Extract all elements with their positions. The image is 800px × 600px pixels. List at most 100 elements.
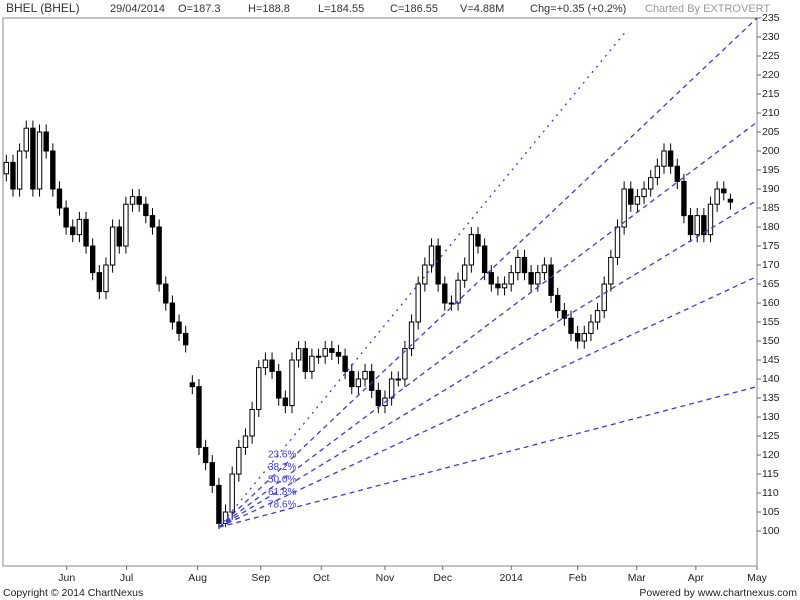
candle-body [368, 370, 375, 391]
candle-body [169, 302, 176, 323]
candle-body [442, 283, 448, 304]
candle-body [335, 351, 342, 357]
change: Chg=+0.35 (+0.2%) [530, 3, 626, 15]
candle-body [36, 131, 43, 190]
candle-body [349, 370, 355, 388]
candle-body [415, 283, 421, 323]
fan-label: 61.8% [268, 487, 296, 498]
volume: V=4.88M [460, 3, 504, 15]
y-tick-label: 170 [762, 259, 780, 271]
candle-body [109, 226, 116, 266]
candle-body [375, 389, 382, 407]
x-tick-label: Jun [58, 572, 75, 584]
x-tick-label: Nov [376, 572, 395, 584]
candle-body [654, 165, 661, 179]
copyright: Copyright © 2014 ChartNexus [3, 587, 143, 599]
candle-body [96, 272, 103, 293]
y-tick-label: 225 [762, 50, 780, 62]
candle-body [455, 279, 461, 304]
candle-body [515, 256, 521, 274]
fan-label: 23.6% [268, 450, 296, 461]
x-tick-label: Apr [688, 572, 705, 584]
candle-body [236, 446, 242, 475]
candle-body [10, 161, 16, 190]
candle-body [289, 359, 295, 407]
candle-body [23, 127, 29, 152]
candle-body [43, 131, 49, 152]
candle-body [641, 188, 647, 198]
y-tick-label: 215 [762, 88, 780, 100]
y-tick-label: 115 [762, 468, 779, 480]
candle-body [63, 207, 69, 228]
candle-body [428, 245, 435, 266]
y-tick-label: 165 [762, 278, 780, 290]
candle-body [495, 283, 501, 289]
y-tick-label: 190 [762, 183, 780, 195]
x-tick-label: Feb [569, 572, 587, 584]
candle-body [322, 348, 328, 357]
candle-body [163, 283, 169, 304]
fan-label: 50.0% [268, 475, 296, 486]
y-tick-label: 220 [762, 69, 780, 81]
open: O=187.3 [178, 3, 221, 15]
candle-body [468, 234, 475, 266]
candle-body [302, 348, 308, 372]
x-tick-label: Oct [313, 572, 329, 584]
candle-body [295, 348, 302, 361]
y-tick-label: 140 [762, 373, 780, 385]
candle-body [462, 264, 468, 281]
candle-body [674, 165, 680, 182]
x-tick-label: 2014 [500, 572, 524, 584]
candle-body [402, 348, 408, 380]
fan-line [218, 199, 758, 528]
candle-body [262, 359, 269, 369]
y-tick-label: 125 [762, 430, 780, 442]
candle-body [721, 188, 727, 194]
candle-body [475, 234, 481, 247]
candle-body [76, 218, 83, 236]
candle-body [667, 150, 674, 167]
candle-body [568, 317, 574, 334]
candle-body [634, 196, 641, 205]
date: 29/04/2014 [110, 3, 165, 15]
candle-body [355, 378, 362, 388]
y-tick-label: 160 [762, 297, 780, 309]
candle-body [608, 256, 614, 285]
y-tick-label: 230 [762, 31, 780, 43]
fan-line [218, 385, 758, 528]
candle-body [83, 218, 89, 247]
candle-body [16, 150, 23, 190]
candle-body [628, 188, 634, 205]
y-tick-label: 150 [762, 335, 780, 347]
candle-body [594, 310, 601, 323]
candle-body [50, 150, 56, 190]
candle-body [309, 355, 315, 372]
candle-body [182, 332, 189, 346]
y-tick-label: 195 [762, 164, 780, 176]
candle-body [694, 215, 700, 236]
y-tick-label: 100 [762, 525, 780, 537]
candle-body [216, 484, 222, 524]
y-tick-label: 105 [762, 506, 780, 518]
candle-body [116, 226, 122, 247]
candle-body [149, 215, 156, 228]
fan-line [218, 17, 758, 528]
y-tick-label: 235 [762, 12, 780, 24]
fan-label: 78.6% [268, 500, 296, 511]
candle-body [202, 446, 209, 464]
candle-body [541, 264, 548, 274]
candle-body [614, 226, 621, 258]
y-tick-label: 175 [762, 240, 780, 252]
candle-body [535, 272, 541, 285]
candle-body [196, 386, 202, 448]
candle-body [481, 245, 488, 274]
x-tick-label: Mar [628, 572, 647, 584]
y-tick-label: 180 [762, 221, 780, 233]
candle-body [528, 272, 534, 285]
candle-body [701, 215, 707, 236]
candle-body [176, 321, 182, 334]
candle-body [269, 359, 275, 372]
candle-body [189, 382, 196, 388]
candle-body [621, 188, 627, 228]
candle-body [70, 226, 76, 236]
